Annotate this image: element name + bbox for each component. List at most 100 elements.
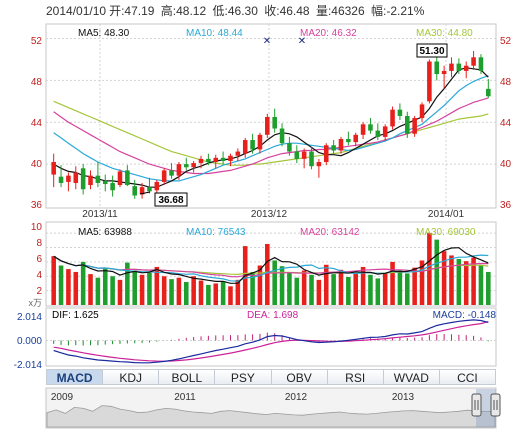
candlesticks [51,45,491,199]
trough-label: 36.68 [158,195,183,206]
overview-year: 2009 [51,392,74,403]
event-marker-icon[interactable]: ✕ [263,36,271,47]
volume-bar [110,276,115,305]
candle-body [191,163,196,168]
volume-bar [80,261,86,305]
volume-label: 量: [315,4,332,18]
candle-body [80,168,86,190]
quote-date: 2014/01/10 [46,4,107,18]
price-tick-right: 52 [500,36,512,47]
volume-bar [265,243,270,305]
volume-ma5-legend: MA5: 63988 [78,227,132,238]
volume-bar [88,274,93,305]
price-tick-left: 52 [31,36,43,47]
price-tick-left: 40 [31,159,43,170]
volume-tick: 10 [31,222,43,233]
volume-bar [323,264,329,305]
tab-rsi[interactable]: RSI [326,369,383,385]
volume-bar [404,273,410,305]
volume-ma5-line [53,247,489,284]
volume-bar [463,261,469,305]
volume-bar [294,277,300,305]
candle-body [183,164,189,168]
open-value: 47.19 [124,4,155,18]
candle-body [434,61,440,75]
volume-bar [419,260,425,305]
tab-boll[interactable]: BOLL [158,369,215,385]
volume-ma10-line [53,254,489,282]
candle-body [169,170,174,176]
volume-bar [287,272,292,305]
volume-bar [471,257,476,305]
volume-ma20-legend: MA20: 63142 [300,227,360,238]
candle-body [66,175,71,182]
volume-bar [139,274,145,305]
volume-bar [169,279,174,305]
volume-bar [456,259,462,305]
ma30-legend: MA30: 44.80 [416,28,473,39]
volume-ma30-legend: MA30: 69030 [416,227,476,238]
ma20-legend: MA20: 46.32 [300,28,357,39]
candle-body [346,138,351,143]
candle-body [471,57,476,66]
candle-body [456,63,462,71]
indicator-tabs: MACD KDJ BOLL PSY OBV RSI WVAD CCI [46,369,496,385]
candle-body [88,175,93,186]
candle-body [360,124,366,135]
candle-body [117,171,123,186]
tab-obv[interactable]: OBV [270,369,327,385]
volume-unit: x万 [28,298,42,308]
volume-bar [147,272,152,305]
volume-bar [132,270,138,305]
volume-bar [58,265,64,305]
low-label: 低: [212,4,228,18]
candle-body [301,151,307,159]
volume-bar [95,277,101,305]
candle-body [176,164,182,176]
candle-body [353,134,359,143]
volume-tick: 2 [36,286,42,297]
candle-body [375,130,381,137]
volume-bar [279,266,285,305]
macd-tick: 2.014 [17,312,42,323]
event-marker-icon[interactable]: ✕ [298,36,306,47]
price-tick-right: 36 [500,200,512,211]
candle-body [206,158,211,163]
volume-bar [51,256,56,305]
candle-body [390,109,395,127]
tab-cci[interactable]: CCI [438,369,496,385]
candle-body [309,151,314,167]
macd-legend: DIF: 1.625 DEA: 1.698 MACD: -0.148 [52,310,496,321]
candle-body [213,157,219,163]
overview-left-handle[interactable] [471,393,482,417]
candle-body [228,155,233,161]
tab-wvad[interactable]: WVAD [382,369,439,385]
volume-tick: 6 [36,254,42,265]
volume-bar [161,276,167,305]
volume-tick: 8 [36,238,42,249]
candle-body [132,186,138,196]
volume-bar [375,278,381,305]
candle-body [198,158,204,164]
overview-right-handle[interactable] [490,393,501,417]
price-tick-left: 48 [31,77,43,88]
tab-macd[interactable]: MACD [46,369,103,385]
volume-bar [441,251,447,305]
tab-kdj[interactable]: KDJ [102,369,159,385]
volume-bar [338,269,344,305]
candle-body [73,172,79,183]
candle-body [368,124,373,131]
tab-psy[interactable]: PSY [214,369,271,385]
volume-bar [316,279,322,305]
candle-body [382,126,388,137]
price-tick-left: 36 [31,200,43,211]
macd-lines [53,319,489,364]
price-tick-right: 40 [500,159,512,170]
volume-bar [449,255,454,305]
date-tick: 2013/11 [82,209,118,220]
volume-bar [272,260,277,305]
price-tick-right: 48 [500,77,512,88]
volume-bar [213,283,219,305]
candle-body [58,176,64,183]
